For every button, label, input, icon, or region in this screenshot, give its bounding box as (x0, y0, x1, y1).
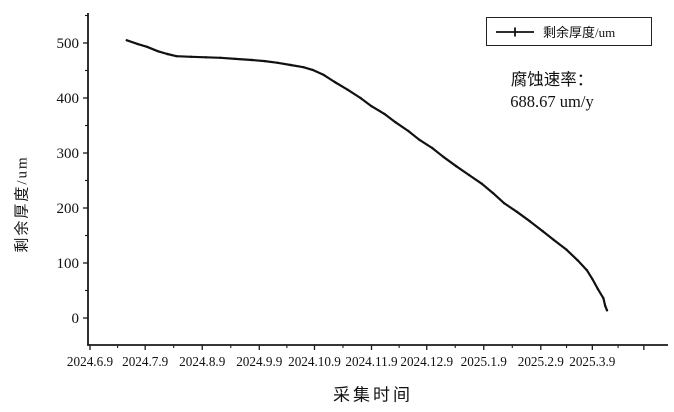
data-point-marker (311, 68, 314, 72)
data-point-marker (302, 66, 305, 69)
data-point-marker (407, 129, 410, 133)
y-tick-label: 500 (57, 36, 80, 52)
data-point-marker (602, 297, 605, 300)
data-point-marker (234, 57, 237, 61)
data-point-marker (175, 55, 178, 58)
x-tick-label: 2024.8.9 (179, 354, 226, 369)
x-tick-label: 2024.11.9 (345, 354, 398, 369)
data-point-marker (276, 61, 279, 64)
y-tick-label: 100 (57, 256, 80, 272)
corrosion-rate-annotation: 腐蚀速率： 688.67 um/y (510, 69, 593, 113)
data-point-marker (250, 58, 254, 62)
thickness-curve (125, 39, 609, 312)
y-tick-label: 200 (57, 201, 80, 217)
data-point-marker (370, 105, 373, 108)
data-point-marker (455, 165, 458, 168)
data-point-marker (585, 268, 588, 272)
data-point-marker (418, 138, 421, 141)
data-point-marker (480, 182, 484, 185)
data-point-marker (491, 191, 495, 195)
data-point-marker (596, 287, 599, 291)
x-tick-label: 2024.6.9 (67, 354, 114, 369)
data-point-marker (156, 50, 160, 53)
data-point-marker (333, 80, 336, 84)
x-tick-label: 2024.7.9 (122, 354, 169, 369)
data-point-marker (263, 59, 266, 63)
data-point-marker (528, 220, 531, 223)
y-tick-label: 0 (72, 311, 80, 327)
data-point-marker (166, 52, 169, 56)
legend-label: 剩余厚度/um (543, 25, 616, 40)
data-point-marker (394, 121, 397, 124)
x-tick-label: 2025.2.9 (518, 354, 565, 369)
data-point-marker (322, 73, 325, 77)
y-axis-title: 剩余厚度/um (14, 155, 31, 253)
data-point-marker (383, 112, 386, 116)
data-point-marker (346, 88, 349, 91)
x-tick-label: 2024.9.9 (236, 354, 283, 369)
data-point-marker (604, 304, 607, 308)
data-point-marker (190, 55, 193, 58)
data-point-marker (125, 39, 128, 42)
data-point-marker (565, 248, 568, 251)
annotation-title: 腐蚀速率： (510, 70, 594, 89)
x-axis-title: 采集时间 (333, 385, 413, 405)
data-point-marker (605, 309, 609, 312)
data-point-marker (552, 238, 555, 242)
data-point-marker (502, 201, 506, 205)
x-tick-label: 2025.3.9 (569, 354, 616, 369)
legend-line-marker-icon (496, 27, 534, 36)
data-point-marker (442, 155, 445, 158)
legend: 剩余厚度/um (486, 17, 652, 46)
data-point-marker (359, 96, 362, 100)
data-point-marker (576, 259, 579, 262)
y-tick-label: 300 (57, 146, 80, 162)
x-tick-label: 2025.1.9 (461, 354, 508, 369)
data-point-marker (136, 42, 139, 46)
data-point-marker (204, 56, 208, 59)
data-point-marker (431, 146, 434, 150)
data-point-marker (591, 277, 594, 281)
data-point-marker (541, 229, 544, 233)
data-point-marker (467, 173, 471, 177)
data-point-marker (515, 210, 519, 213)
data-point-marker (219, 56, 222, 59)
x-tick-label: 2024.12.9 (400, 354, 453, 369)
annotation-value: 688.67 um/y (510, 92, 594, 111)
x-tick-label: 2024.10.9 (288, 354, 341, 369)
y-tick-label: 400 (57, 91, 80, 107)
data-point-marker (145, 45, 149, 48)
data-point-marker (289, 63, 292, 67)
